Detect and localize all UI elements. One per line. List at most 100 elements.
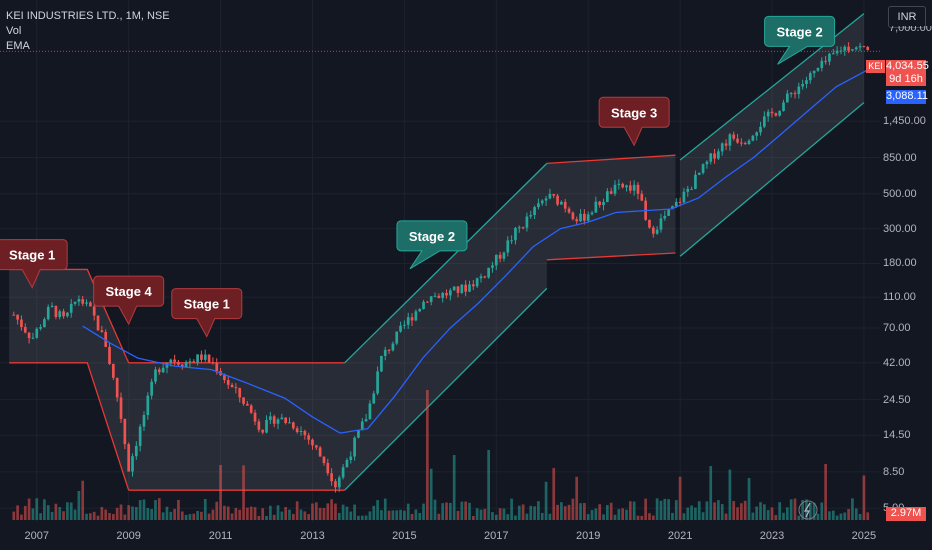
currency-button[interactable]: INR bbox=[888, 6, 926, 28]
volume-bar bbox=[318, 507, 322, 520]
candle-body bbox=[272, 416, 276, 424]
candle-body bbox=[732, 134, 736, 139]
candle-body bbox=[211, 362, 215, 364]
ema-indicator-label[interactable]: EMA bbox=[6, 40, 30, 52]
volume-bar bbox=[242, 465, 245, 520]
volume-bar bbox=[609, 502, 613, 520]
candle-body bbox=[138, 426, 142, 446]
candle-body bbox=[694, 174, 697, 189]
volume-bar bbox=[659, 500, 663, 520]
stage-callout-1[interactable]: Stage 1 bbox=[0, 239, 68, 289]
volume-bar bbox=[724, 513, 728, 520]
volume-bar bbox=[276, 505, 280, 520]
candle-body bbox=[165, 362, 169, 368]
volume-bar bbox=[720, 504, 724, 520]
channel-upper-line bbox=[344, 162, 548, 364]
candle-body bbox=[736, 138, 739, 143]
candle-body bbox=[215, 363, 219, 372]
volume-value-badge: 2.97M bbox=[886, 507, 926, 521]
volume-bar bbox=[552, 468, 556, 520]
volume-bar bbox=[644, 498, 647, 520]
volume-bar bbox=[307, 514, 310, 520]
volume-bar bbox=[651, 515, 655, 520]
price-tick-label: 300.00 bbox=[883, 222, 917, 235]
candle-body bbox=[85, 302, 88, 304]
volume-bar bbox=[403, 510, 406, 520]
candle-body bbox=[609, 191, 613, 194]
candle-body bbox=[223, 375, 226, 380]
candle-body bbox=[173, 359, 176, 362]
volume-bar bbox=[127, 505, 131, 520]
candle-body bbox=[560, 201, 563, 205]
volume-bar bbox=[31, 508, 35, 520]
volume-bar bbox=[548, 513, 552, 520]
volume-bar bbox=[207, 513, 211, 520]
volume-bar bbox=[452, 455, 456, 520]
candle-body bbox=[441, 292, 445, 299]
candle-body bbox=[506, 240, 510, 253]
candle-body bbox=[69, 303, 73, 313]
candle-body bbox=[311, 439, 314, 446]
volume-bar bbox=[697, 501, 701, 520]
candle-body bbox=[131, 456, 134, 472]
volume-bar bbox=[92, 511, 96, 520]
price-tick-label: 180.00 bbox=[883, 257, 917, 270]
candle-body bbox=[426, 301, 429, 303]
volume-bar bbox=[801, 500, 804, 520]
volume-bar bbox=[483, 508, 487, 520]
candle-body bbox=[303, 431, 307, 436]
candle-body bbox=[491, 265, 494, 268]
candle-body bbox=[479, 276, 483, 279]
candle-body bbox=[866, 46, 870, 51]
candle-body bbox=[452, 286, 456, 291]
candle-body bbox=[828, 53, 831, 62]
volume-bar bbox=[709, 466, 713, 520]
volume-bar bbox=[238, 509, 242, 520]
volume-bar bbox=[138, 500, 142, 520]
volume-bar bbox=[567, 504, 571, 520]
candle-body bbox=[763, 116, 766, 127]
candle-body bbox=[169, 359, 173, 363]
candle-body bbox=[376, 371, 379, 394]
candle-body bbox=[39, 327, 42, 329]
volume-bar bbox=[613, 514, 617, 520]
volume-bar bbox=[265, 515, 268, 520]
volume-bar bbox=[230, 513, 234, 520]
stage-callout-4[interactable]: Stage 2 bbox=[396, 220, 468, 270]
channel-upper-line bbox=[546, 154, 676, 165]
channel-lower-line bbox=[546, 252, 676, 261]
volume-bar bbox=[785, 507, 789, 520]
candle-body bbox=[16, 314, 19, 320]
volume-indicator-label[interactable]: Vol bbox=[6, 25, 22, 37]
volume-bar bbox=[498, 508, 502, 520]
symbol-title: KEI INDUSTRIES LTD., 1M, NSE bbox=[6, 10, 170, 22]
candle-body bbox=[161, 367, 165, 373]
volume-bar bbox=[288, 509, 291, 520]
volume-bar bbox=[142, 499, 146, 520]
candle-body bbox=[782, 102, 785, 111]
candle-body bbox=[851, 49, 854, 51]
volume-bar bbox=[257, 515, 261, 520]
stage-callout-2[interactable]: Stage 4 bbox=[93, 275, 165, 326]
volume-bar bbox=[357, 515, 360, 520]
stage-callout-6[interactable]: Stage 2 bbox=[764, 15, 836, 65]
candle-body bbox=[46, 306, 50, 320]
callout-label: Stage 2 bbox=[776, 24, 822, 39]
volume-bar bbox=[525, 513, 529, 520]
stage-callout-5[interactable]: Stage 3 bbox=[598, 96, 670, 147]
volume-bar bbox=[736, 507, 739, 520]
volume-bar bbox=[35, 498, 39, 520]
candle-body bbox=[456, 286, 460, 293]
candle-body bbox=[766, 111, 770, 117]
volume-bar bbox=[89, 513, 92, 520]
price-tick-label: 1,450.00 bbox=[883, 115, 926, 128]
stage-callout-3[interactable]: Stage 1 bbox=[171, 288, 243, 338]
lightning-icon bbox=[798, 500, 818, 520]
candle-body bbox=[770, 111, 774, 114]
candle-body bbox=[858, 46, 862, 48]
candle-body bbox=[188, 361, 192, 363]
volume-bar bbox=[690, 505, 693, 520]
volume-bar bbox=[246, 507, 249, 520]
candle-body bbox=[154, 369, 157, 382]
